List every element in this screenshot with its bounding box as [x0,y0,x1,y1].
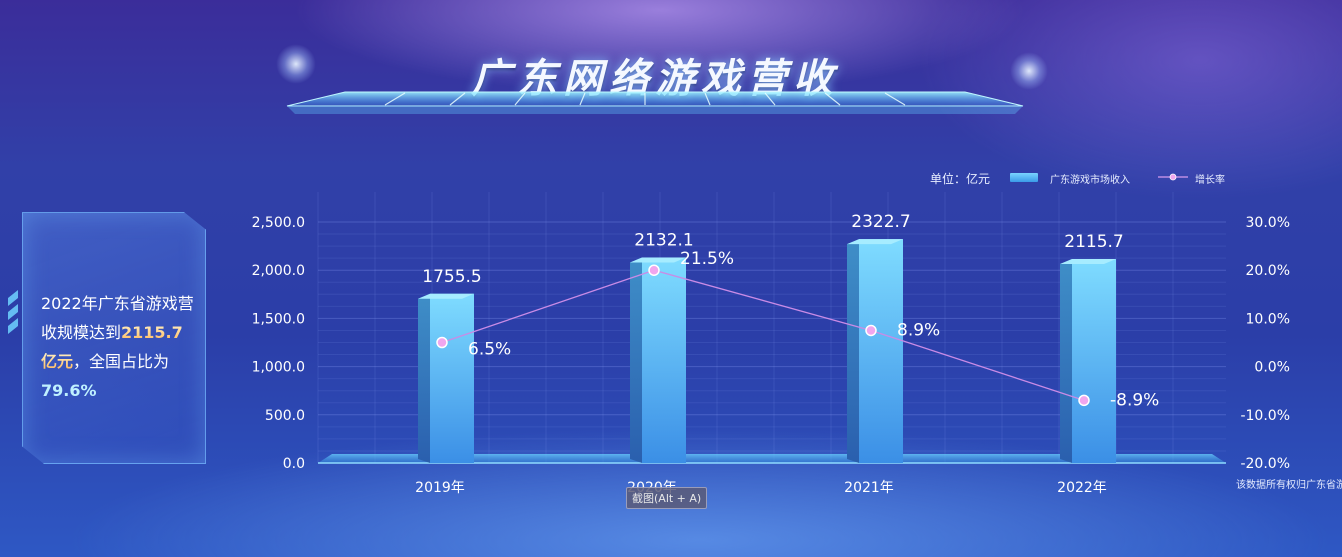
card-stripe-accent [8,290,18,334]
y-left-tick-label: 0.0 [283,456,305,472]
summary-revenue-highlight: 2115.7亿元 [41,323,183,371]
glow-orb-right [1010,52,1048,90]
summary-text-before: 2022年广东省游戏营收规模达到 [41,294,194,342]
y-left-tick-label: 1,000.0 [252,360,305,376]
title-banner: 广东网络游戏营收 [285,38,1025,120]
y-left-tick-label: 2,000.0 [252,263,305,279]
glow-orb-left [276,44,316,84]
growth-value-label: -8.9% [1110,390,1159,410]
bar-value-label: 2115.7 [1064,232,1123,252]
growth-value-label: 8.9% [897,320,940,340]
growth-value-label: 6.5% [468,340,511,360]
x-tick-label: 2021年 [844,480,894,496]
y-right-tick-label: 30.0% [1246,215,1290,231]
growth-line [441,269,1085,401]
y-right-tick-label: 20.0% [1246,263,1290,279]
x-tick-label: 2019年 [415,480,465,496]
bar-value-label: 1755.5 [422,267,481,287]
y-right-tick-label: -10.0% [1240,408,1290,424]
legend-bar-swatch [1010,173,1038,182]
summary-card: 2022年广东省游戏营收规模达到2115.7亿元，全国占比为 79.6% [22,212,206,464]
bar-side [847,239,859,463]
growth-value-label: 21.5% [680,249,734,269]
legend-bar-label: 广东游戏市场收入 [1050,175,1130,186]
source-note: 该数据所有权归广东省游 [1236,480,1342,491]
legend-line-swatch [1158,173,1188,181]
growth-point [648,264,660,276]
bar [430,293,474,463]
y-right-tick-label: 10.0% [1246,311,1290,327]
y-right-tick-label: -20.0% [1240,456,1290,472]
bar-top [1060,259,1116,265]
y-right-tick-label: 0.0% [1254,360,1290,376]
summary-text: 2022年广东省游戏营收规模达到2115.7亿元，全国占比为 79.6% [41,289,197,405]
y-left-tick-label: 2,500.0 [252,215,305,231]
y-left-tick-label: 500.0 [265,408,305,424]
title-deck-decoration [286,91,1024,114]
chart-floor [318,454,1226,463]
bar [1072,259,1116,463]
bar [859,239,903,463]
bar-side [418,293,430,463]
growth-point [1078,394,1090,407]
bar-side [1060,259,1072,463]
legend-line-label: 增长率 [1195,175,1225,186]
unit-label: 单位：亿元 [930,172,991,186]
bar-top [630,257,686,263]
bar-value-label: 2322.7 [851,212,910,232]
bar-top [847,239,903,245]
bar-side [630,257,642,463]
bar-top [418,293,474,299]
growth-point [436,336,448,349]
bar [642,257,686,463]
summary-text-middle: ，全国占比为 [73,352,170,371]
y-left-tick-label: 1,500.0 [252,311,305,327]
bar-value-label: 2132.1 [634,230,693,250]
growth-point [865,324,877,337]
summary-share-highlight: 79.6% [41,381,97,400]
x-tick-label: 2022年 [1057,480,1107,496]
screenshot-tooltip: 截图(Alt + A) [626,487,708,509]
